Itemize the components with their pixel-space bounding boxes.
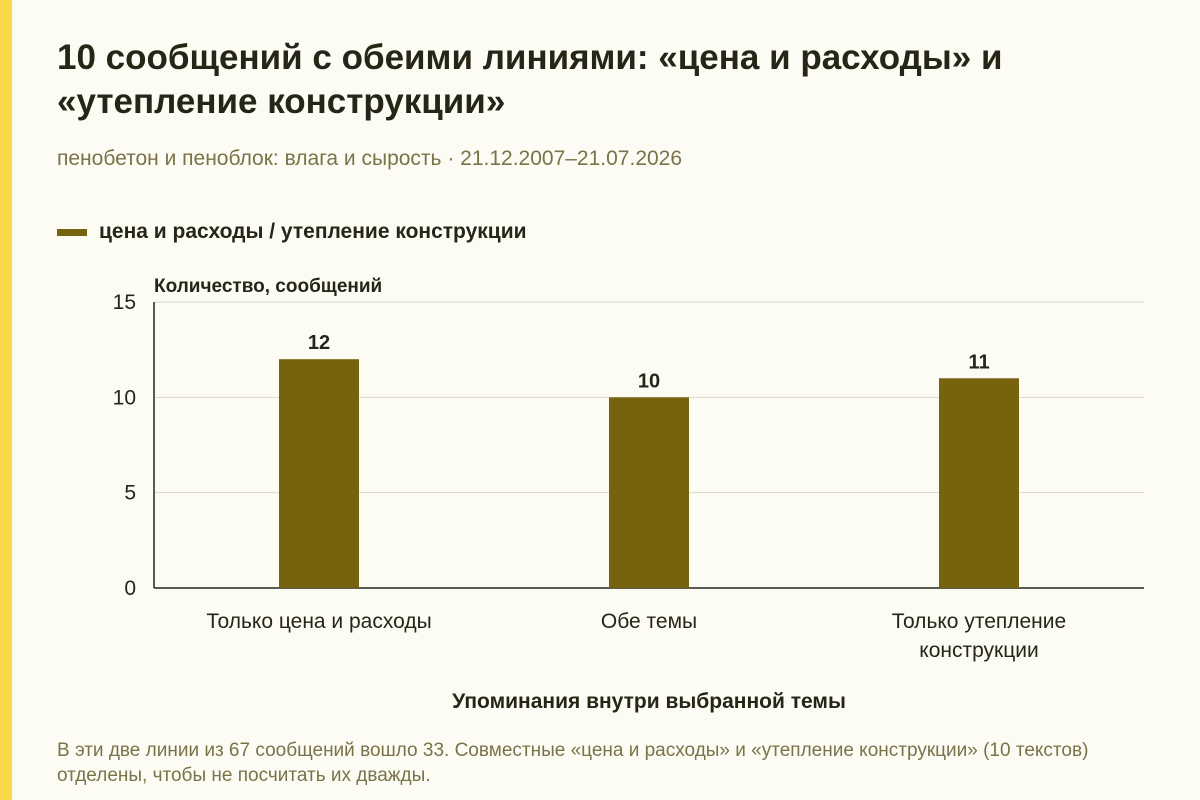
y-tick-label: 5 [124, 482, 136, 505]
chart-title: 10 сообщений с обеими линиями: «цена и р… [57, 38, 1003, 121]
bar [279, 359, 359, 588]
x-axis-label: Упоминания внутри выбранной темы [452, 690, 846, 713]
y-tick-label: 10 [113, 386, 136, 409]
data-label: 11 [968, 351, 989, 373]
bar [939, 378, 1019, 588]
legend-swatch [57, 228, 87, 236]
legend: цена и расходы / утепление конструкции [57, 220, 527, 244]
y-tick-label: 15 [113, 291, 136, 314]
data-label: 12 [308, 332, 330, 354]
x-tick-label: Только утепление конструкции [892, 610, 1066, 662]
legend-label: цена и расходы / утепление конструкции [99, 220, 527, 243]
y-axis-label: Количество, сообщений [154, 276, 382, 297]
chart-subtitle: пенобетон и пеноблок: влага и сырость · … [57, 147, 683, 170]
y-tick-label: 0 [124, 577, 136, 600]
footnote: В эти две линии из 67 сообщений вошло 33… [57, 740, 1089, 786]
x-tick-label: Обе темы [601, 610, 697, 633]
x-tick-label: Только цена и расходы [206, 610, 431, 633]
data-label: 10 [638, 370, 660, 392]
bar [609, 397, 689, 588]
accent-stripe [0, 0, 12, 800]
